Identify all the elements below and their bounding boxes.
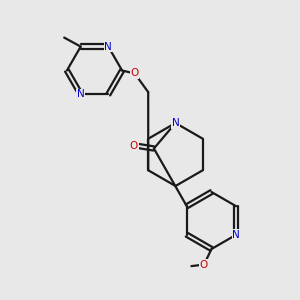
Text: O: O (130, 68, 139, 79)
Text: N: N (104, 42, 112, 52)
Text: O: O (130, 140, 138, 151)
Text: N: N (77, 89, 85, 99)
Text: N: N (172, 118, 179, 128)
Text: O: O (200, 260, 208, 270)
Text: N: N (232, 230, 240, 240)
